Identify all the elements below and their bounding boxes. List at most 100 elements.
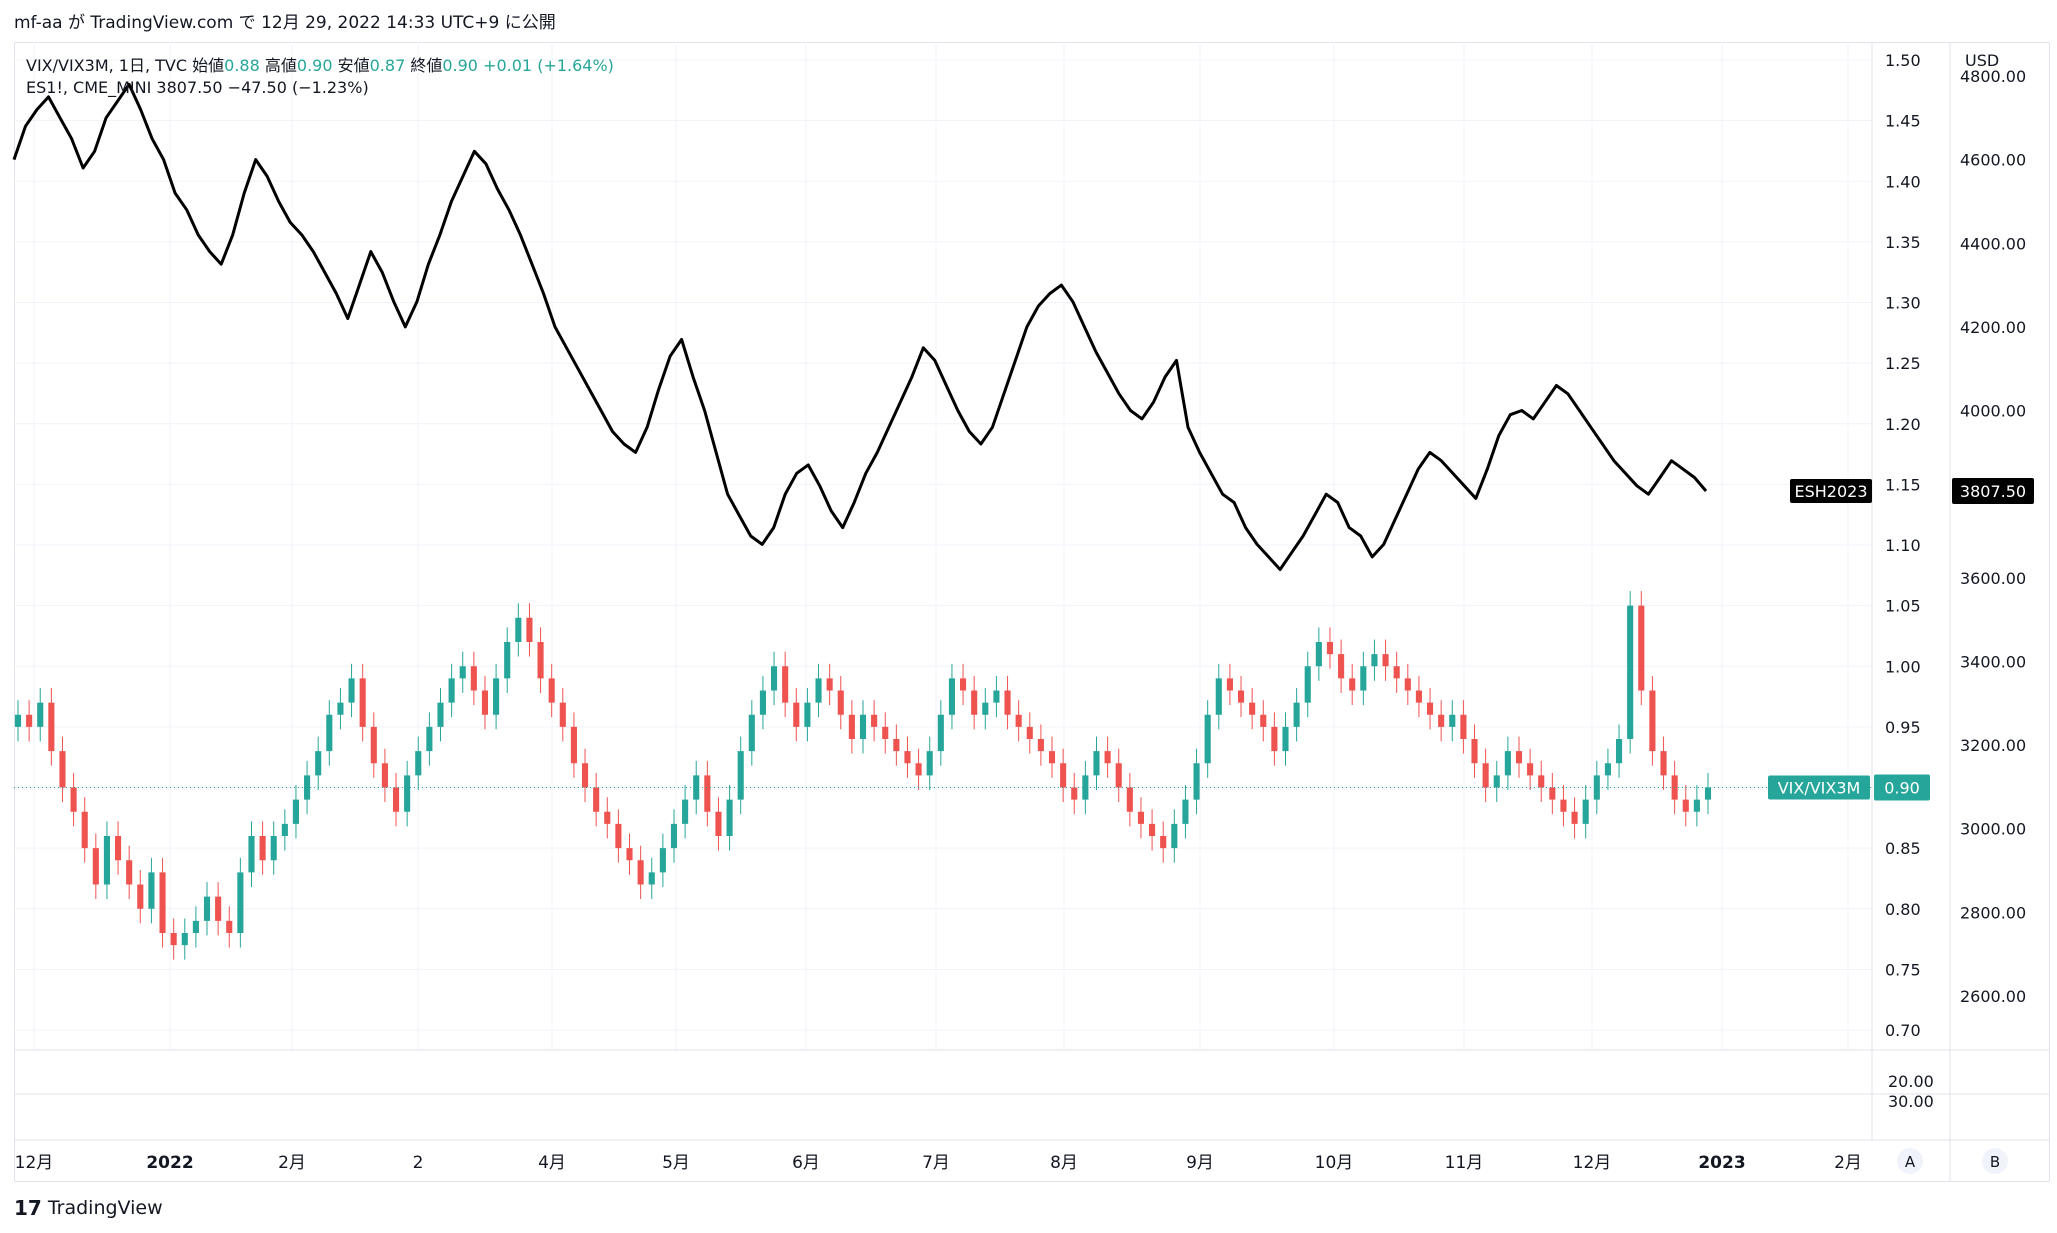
candle-body-84 [948,678,956,715]
left-axis-tick-2: 1.40 [1885,172,1921,191]
left-axis-tick-10: 1.00 [1885,657,1921,676]
candle-body-93 [1048,751,1056,764]
candle-body-45 [515,617,522,642]
candle-body-7 [92,848,99,885]
candle-body-107 [1204,714,1211,764]
left-axis-tick-8: 1.10 [1885,536,1921,555]
candle-body-140 [1571,811,1578,824]
candle-body-14 [170,933,177,946]
left-axis-tick-5: 1.25 [1885,354,1921,373]
candle-body-24 [281,823,288,836]
right-axis-tick-10: 2800.00 [1960,903,2026,922]
candle-body-94 [1060,763,1067,788]
vix-name-tag-text: VIX/VIX3M [1778,779,1861,798]
es-value-tag [1952,478,2034,505]
candle-body-133 [1493,775,1500,788]
scale-button-a[interactable] [1897,1148,1923,1174]
candle-body-152 [1704,787,1712,800]
candle-body-98 [1104,751,1111,764]
candle-body-146 [1638,605,1645,691]
candle-body-116 [1304,666,1311,703]
left-axis-tick-7: 1.15 [1885,475,1921,494]
left-axis-tick-4: 1.30 [1885,294,1921,313]
vix-value-tag-text: 0.90 [1884,779,1920,798]
candle-body-60 [682,799,689,824]
candle-body-106 [1193,763,1200,800]
right-axis-tick-3: 4200.00 [1960,318,2026,337]
candle-body-30 [348,678,355,703]
candle-body-10 [126,860,133,885]
x-tick-1: 2022 [146,1153,193,1173]
candle-body-42 [481,690,489,715]
chart-frame [14,42,2050,1182]
candle-body-25 [292,799,300,824]
publish-header: mf-aa が TradingView.com で 12月 29, 2022 1… [14,13,556,33]
legend-close-label: 終値 [410,56,443,75]
candle-body-58 [659,848,666,873]
candle-body-5 [70,787,77,812]
candle-body-52 [593,787,600,812]
candle-body-99 [1115,763,1122,788]
candle-body-50 [570,726,577,764]
tradingview-logo-icon: 17 [14,1196,42,1220]
candle-body-69 [782,666,789,703]
candle-body-130 [1460,714,1467,739]
candle-body-79 [893,739,900,752]
candle-body-47 [537,642,544,679]
candle-body-44 [504,642,511,679]
candle-body-137 [1538,775,1545,788]
es-name-tag-text: ESH2023 [1794,482,1867,501]
candle-body-66 [748,714,755,752]
candle-body-62 [704,775,711,812]
candle-body-128 [1438,714,1445,727]
candle-body-17 [203,896,211,921]
candle-body-40 [459,666,466,679]
candle-body-82 [926,751,933,776]
right-axis-tick-1: 4600.00 [1960,151,2026,170]
candle-body-34 [392,787,400,812]
legend-es: ES1!, CME_MINI 3807.50 −47.50 (−1.23%) [26,78,369,97]
right-axis-tick-6: 3600.00 [1960,569,2026,588]
x-tick-3: 2 [413,1153,424,1173]
right-axis-unit: USD [1965,51,1999,70]
candle-body-114 [1282,726,1289,752]
candle-body-27 [315,751,322,776]
legend-es-text: ES1!, CME_MINI 3807.50 −47.50 (−1.23%) [26,78,369,97]
candle-body-3 [48,702,55,752]
candle-body-23 [270,836,277,861]
candle-body-142 [1593,775,1600,800]
candle-body-90 [1015,714,1022,727]
candle-body-2 [37,702,44,727]
x-tick-8: 8月 [1050,1153,1078,1173]
candle-body-131 [1471,739,1478,764]
x-tick-12: 12月 [1573,1153,1612,1173]
candle-body-28 [326,714,333,752]
candle-body-49 [559,702,566,727]
legend-high-value: 0.90 [296,56,333,75]
candle-body-67 [759,690,766,715]
x-tick-14: 2月 [1834,1153,1862,1173]
candle-body-59 [670,823,678,849]
x-tick-9: 9月 [1186,1153,1214,1173]
candle-body-143 [1604,763,1611,776]
candle-body-12 [148,872,155,909]
candle-body-63 [715,811,722,836]
scale-button-b[interactable] [1982,1148,2008,1174]
left-axis-tick-3: 1.35 [1885,233,1921,252]
candle-body-121 [1360,666,1367,691]
candle-body-119 [1338,654,1345,679]
sub-axis-tick-1: 30.00 [1888,1092,1934,1111]
candle-body-48 [548,678,555,703]
x-tick-6: 6月 [792,1153,820,1173]
sub-axis-tick-0: 20.00 [1888,1072,1934,1091]
candle-body-35 [404,775,411,812]
candle-body-104 [1171,823,1178,849]
candle-body-148 [1660,751,1667,776]
candle-body-55 [626,848,633,861]
candle-body-124 [1393,666,1400,679]
candle-body-37 [426,726,433,752]
candle-body-68 [770,666,778,691]
right-axis-tick-2: 4400.00 [1960,234,2026,253]
candle-body-126 [1415,690,1422,703]
